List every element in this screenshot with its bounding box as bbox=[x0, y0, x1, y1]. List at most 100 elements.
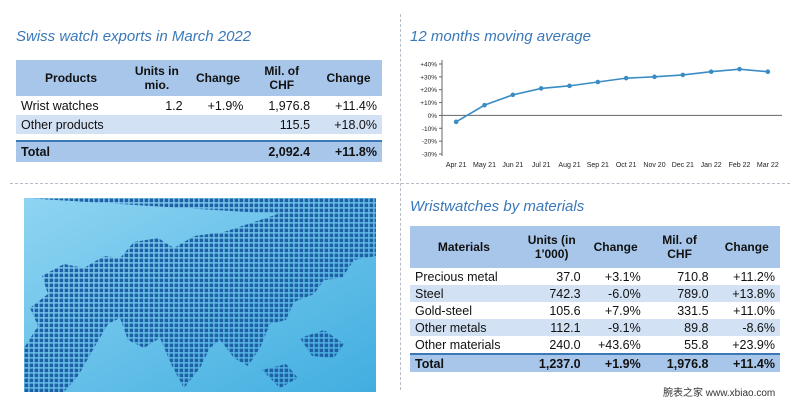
y-tick-label: -30% bbox=[422, 152, 437, 159]
exports-header-chf: Mil. of CHF bbox=[248, 60, 316, 96]
material-cell: Gold-steel bbox=[415, 303, 472, 318]
change-chf-cell: +13.8% bbox=[713, 285, 780, 302]
exports-header-products: Products bbox=[16, 60, 127, 96]
data-point bbox=[623, 75, 629, 81]
change-chf-cell: +18.0% bbox=[315, 115, 382, 134]
y-tick-label: +30% bbox=[420, 74, 437, 81]
exports-header-change-units: Change bbox=[187, 60, 249, 96]
exports-header-units: Units in mio. bbox=[126, 60, 188, 96]
chf-cell: 89.8 bbox=[645, 319, 714, 336]
change-chf-cell: +11.0% bbox=[733, 303, 775, 318]
horizontal-divider bbox=[10, 183, 790, 184]
change-units-cell: +1.9% bbox=[207, 98, 244, 113]
change-units-cell: +7.9% bbox=[604, 303, 641, 318]
vertical-divider bbox=[400, 14, 401, 390]
materials-title: Wristwatches by materials bbox=[410, 198, 585, 215]
series-line bbox=[455, 68, 768, 123]
x-tick-label: Mar 22 bbox=[757, 162, 779, 169]
change-chf-cell: -8.6% bbox=[713, 319, 780, 336]
change-units-cell: +43.6% bbox=[597, 337, 641, 352]
x-tick-label: Sep 21 bbox=[587, 162, 609, 169]
chart-title: 12 months moving average bbox=[410, 28, 591, 45]
table-row: Wrist watches 1.2 +1.9% 1,976.8 +11.4% bbox=[16, 96, 382, 115]
total-chf: 2,092.4 bbox=[248, 140, 316, 162]
data-point bbox=[453, 119, 459, 125]
total-change-units: +1.9% bbox=[585, 353, 646, 372]
units-cell bbox=[126, 115, 188, 134]
y-tick-label: -20% bbox=[422, 139, 437, 146]
total-units: 1,237.0 bbox=[517, 353, 586, 372]
total-change-chf: +11.4% bbox=[713, 353, 780, 372]
chf-cell: 1,976.8 bbox=[268, 98, 311, 113]
units-cell: 1.2 bbox=[165, 98, 183, 113]
total-label: Total bbox=[16, 140, 127, 162]
exports-header-row: Products Units in mio. Change Mil. of CH… bbox=[16, 60, 382, 96]
table-row: Gold-steel 105.6 +7.9% 331.5 +11.0% bbox=[410, 302, 780, 319]
data-point bbox=[737, 66, 742, 72]
materials-header-change-chf: Change bbox=[713, 226, 780, 268]
total-row: Total 2,092.4 +11.8% bbox=[16, 140, 382, 162]
data-point bbox=[595, 79, 601, 85]
units-cell: 742.3 bbox=[517, 285, 586, 302]
x-tick-label: Aug 21 bbox=[558, 162, 580, 169]
table-row: Other products 115.5 +18.0% bbox=[16, 115, 382, 134]
change-units-cell: -9.1% bbox=[585, 319, 646, 336]
change-units-cell bbox=[187, 115, 249, 134]
change-chf-cell: +23.9% bbox=[732, 337, 775, 352]
x-tick-label: Jun 21 bbox=[502, 162, 523, 169]
chf-cell: 115.5 bbox=[248, 115, 316, 134]
materials-header-chf: Mil. of CHF bbox=[645, 226, 714, 268]
exports-title: Swiss watch exports in March 2022 bbox=[16, 28, 252, 45]
exports-table: Products Units in mio. Change Mil. of CH… bbox=[16, 60, 382, 162]
y-tick-label: +40% bbox=[420, 62, 437, 69]
data-point bbox=[708, 69, 714, 75]
x-tick-label: Jul 21 bbox=[532, 162, 551, 169]
chf-cell: 710.8 bbox=[677, 269, 709, 284]
y-tick-label: 0% bbox=[428, 113, 438, 120]
x-tick-label: Feb 22 bbox=[729, 162, 751, 169]
units-cell: 37.0 bbox=[556, 269, 581, 284]
materials-header-row: Materials Units (in 1'000) Change Mil. o… bbox=[410, 226, 780, 268]
chf-cell: 331.5 bbox=[677, 303, 709, 318]
y-tick-label: -10% bbox=[422, 126, 437, 133]
total-units bbox=[126, 140, 188, 162]
x-tick-label: May 21 bbox=[473, 162, 496, 169]
chf-cell: 789.0 bbox=[645, 285, 714, 302]
data-point bbox=[567, 83, 572, 89]
table-row: Steel 742.3 -6.0% 789.0 +13.8% bbox=[410, 285, 780, 302]
total-row: Total 1,237.0 +1.9% 1,976.8 +11.4% bbox=[410, 353, 780, 372]
data-point bbox=[652, 74, 657, 80]
material-cell: Other metals bbox=[410, 319, 518, 336]
product-cell: Wrist watches bbox=[21, 98, 99, 113]
material-cell: Other materials bbox=[415, 337, 501, 352]
data-point bbox=[680, 72, 686, 78]
x-tick-label: Dec 21 bbox=[672, 162, 694, 169]
exports-header-change-chf: Change bbox=[315, 60, 382, 96]
product-cell: Other products bbox=[16, 115, 127, 134]
materials-table: Materials Units (in 1'000) Change Mil. o… bbox=[410, 226, 780, 372]
change-chf-cell: +11.4% bbox=[335, 98, 377, 113]
chf-cell: 55.8 bbox=[684, 337, 709, 352]
total-change-chf: +11.8% bbox=[315, 140, 382, 162]
materials-header-material: Materials bbox=[410, 226, 518, 268]
x-tick-label: Nov 20 bbox=[643, 162, 665, 169]
units-cell: 240.0 bbox=[549, 337, 581, 352]
data-point bbox=[538, 86, 544, 91]
table-row: Other metals 112.1 -9.1% 89.8 -8.6% bbox=[410, 319, 780, 336]
table-row: Precious metal 37.0 +3.1% 710.8 +11.2% bbox=[410, 268, 780, 285]
y-tick-label: +20% bbox=[420, 87, 437, 94]
materials-header-change-units: Change bbox=[585, 226, 646, 268]
dotted-world-map-icon bbox=[24, 198, 376, 392]
material-cell: Steel bbox=[410, 285, 518, 302]
moving-average-chart: +40% +30% +20% +10% 0% -10% -20% -30% Apr 21 May … bbox=[420, 60, 782, 169]
table-row: Other materials 240.0 +43.6% 55.8 +23.9% bbox=[410, 336, 780, 354]
watermark-text: 腕表之家 www.xbiao.com bbox=[663, 388, 776, 399]
total-chf: 1,976.8 bbox=[645, 353, 714, 372]
x-tick-label: Oct 21 bbox=[616, 162, 637, 169]
spacer-row bbox=[16, 134, 382, 141]
material-cell: Precious metal bbox=[415, 269, 498, 284]
total-change-units bbox=[187, 140, 249, 162]
data-point bbox=[482, 102, 487, 108]
data-point bbox=[510, 92, 516, 98]
materials-header-units: Units (in 1'000) bbox=[517, 226, 586, 268]
